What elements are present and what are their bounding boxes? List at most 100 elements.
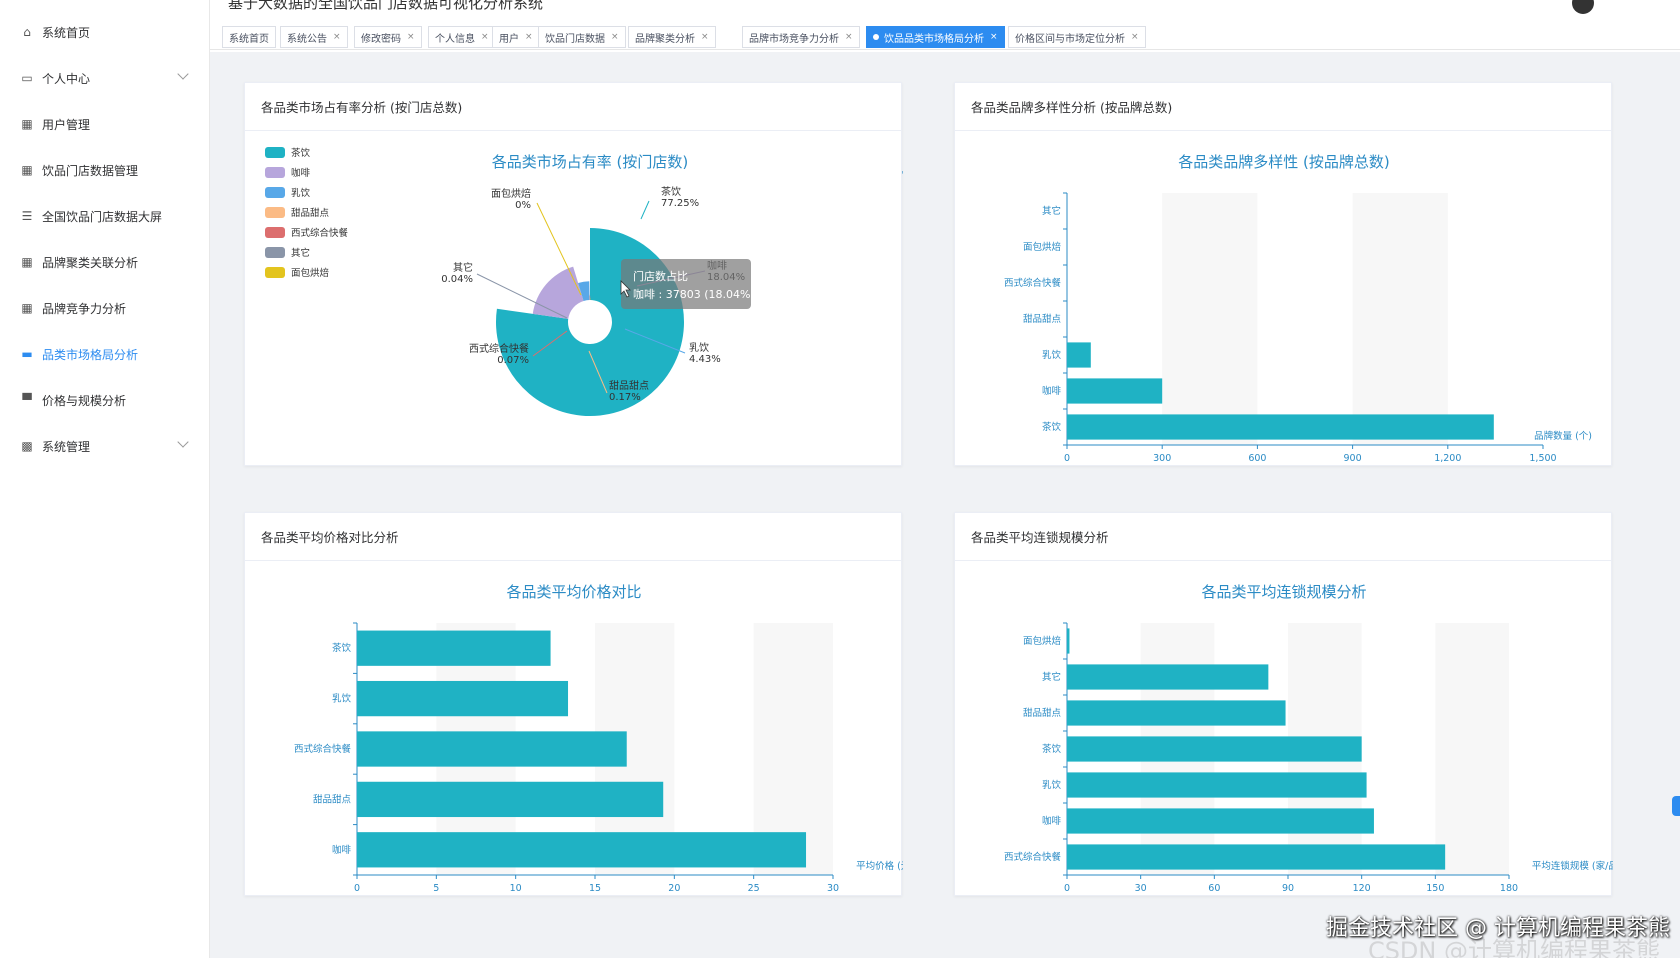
avg-price-chart: 各品类平均价格对比 0 5 10 15 20 25 30 平均价格 (元) 茶饮乳饮西式综合快餐甜… [294,583,903,894]
sidebar-item[interactable]: ▦ 品牌竞争力分析 [20,296,195,320]
sidebar-item[interactable]: ⌂ 系统首页 [20,20,195,44]
pie-label-line [532,330,568,357]
tab[interactable]: 价格区间与市场定位分析 × [1008,26,1146,48]
pie-label-line [476,273,568,319]
y-category-label: 甜品甜点 [1023,313,1062,325]
avatar[interactable] [1572,0,1594,14]
y-category-label: 乳饮 [332,693,352,705]
pie-label-name: 乳饮 [689,341,709,354]
close-icon[interactable]: × [407,32,415,42]
tab[interactable]: 系统公告 × [280,26,348,48]
card-brand-diversity: 各品类品牌多样性分析 (按品牌总数) 各品类品牌多样性 (按品牌总数) 0 300 6… [954,82,1612,466]
scroll-indicator[interactable] [1672,796,1680,816]
bar [1067,628,1070,654]
sidebar-item-label: 价格与规模分析 [42,393,127,408]
close-icon[interactable]: × [481,32,489,42]
tab[interactable]: 品牌聚类分析 × [628,26,716,48]
chart-title: 各品类平均价格对比 [506,583,641,601]
tab-label: 个人信息 [435,33,475,45]
y-category-label: 西式综合快餐 [294,743,352,755]
tab-label: 饮品门店数据 [545,33,605,45]
close-icon[interactable]: × [1131,32,1139,42]
bar [1067,772,1367,798]
bar [1067,844,1446,870]
x-tick-label: 0 [354,883,360,894]
sidebar-item[interactable]: ▩ 系统管理 [20,434,195,458]
pie-label-value: 0% [515,200,531,211]
grid-icon: ▦ [21,117,33,131]
split-area [1162,193,1258,445]
sidebar-item-label: 品牌聚类关联分析 [42,255,139,270]
tab-label: 修改密码 [361,33,401,45]
y-category-label: 咖啡 [1042,815,1062,827]
legend-label: 西式综合快餐 [291,227,349,239]
sidebar-item-label: 全国饮品门店数据大屏 [42,209,163,224]
tooltip-box [621,259,751,309]
sidebar-item-label: 系统首页 [42,25,91,40]
pie-label-name: 其它 [453,261,473,274]
sidebar-item-label: 品牌竞争力分析 [42,301,127,316]
tab[interactable]: 修改密码 × [354,26,422,48]
tab-label: 用户 [499,33,519,45]
pie-label-name: 茶饮 [661,185,681,198]
pie-label-value: 0.17% [609,392,641,403]
sidebar-item[interactable]: ▬ 品类市场格局分析 [20,342,195,366]
tab[interactable]: 系统首页 [222,26,276,48]
sidebar-item[interactable]: ▦ 品牌聚类关联分析 [20,250,195,274]
tab[interactable]: 用户 × [492,26,540,48]
sidebar-item[interactable]: ▭ 个人中心 [20,66,195,90]
close-icon[interactable]: × [525,32,533,42]
x-tick-label: 60 [1208,883,1220,894]
sidebar-item[interactable]: ▦ 饮品门店数据管理 [20,158,195,182]
tab[interactable]: 饮品门店数据 × [538,26,626,48]
close-icon[interactable]: × [990,32,998,42]
brand-diversity-chart: 各品类品牌多样性 (按品牌总数) 0 300 600 900 1,200 1,500 品牌数量… [1004,153,1592,464]
close-icon[interactable]: × [333,32,341,42]
pie-label-line [588,350,608,394]
mouse-cursor-icon [620,280,631,298]
bar [357,832,807,868]
y-category-label: 咖啡 [332,844,352,856]
close-icon[interactable]: × [845,32,853,42]
y-category-label: 面包烘焙 [1023,635,1062,647]
pie-label-line [640,200,650,220]
close-icon[interactable]: × [611,32,619,42]
sidebar-item-label: 品类市场格局分析 [42,347,139,362]
sidebar: ⌂ 系统首页 ▭ 个人中心 ▦ 用户管理 ▦ 饮品门店数据管理 ☰ 全国饮品门店数据大屏 ▦ 品牌聚类… [0,0,210,958]
close-icon[interactable]: × [701,32,709,42]
x-tick-label: 15 [589,883,601,894]
legend-swatch [265,167,285,178]
x-tick-label: 25 [748,883,760,894]
home-icon: ⌂ [23,25,31,39]
y-category-label: 茶饮 [1042,421,1062,433]
tab[interactable]: 个人信息 × [428,26,496,48]
card-header: 各品类平均价格对比分析 [245,513,901,561]
tab[interactable]: 饮品品类市场格局分析 × [866,26,1005,48]
y-category-label: 其它 [1042,671,1061,683]
sidebar-item[interactable]: ▦ 用户管理 [20,112,195,136]
bar [357,680,569,717]
list-icon: ☰ [21,209,33,223]
sidebar-item[interactable]: ▀ 价格与规模分析 [20,388,195,412]
x-tick-label: 10 [510,883,522,894]
grid-icon: ▦ [21,301,33,315]
bar [1067,700,1286,726]
sidebar-item-label: 用户管理 [42,117,91,132]
monitor-icon: ▀ [22,393,32,407]
bar [357,630,551,666]
pie-label-value: 0.07% [497,355,529,366]
sidebar-item-label: 系统管理 [42,439,91,454]
split-area [1352,193,1448,445]
sidebar-item[interactable]: ☰ 全国饮品门店数据大屏 [20,204,195,228]
bar [1067,664,1269,690]
pie-label-name: 面包烘焙 [491,187,531,200]
chart-title: 各品类市场占有率 (按门店数) [492,153,688,171]
x-tick-label: 120 [1353,883,1371,894]
tab[interactable]: 品牌市场竞争力分析 × [742,26,860,48]
pie-label-name: 甜品甜点 [609,379,649,392]
system-title: 基于大数据的全国饮品门店数据可视化分析系统 [228,0,544,12]
y-category-label: 茶饮 [332,642,352,654]
tab-bar: 系统首页 系统公告 × 修改密码 × 个人信息 × 用户 × 饮品门店数据 × 品牌聚类分析 × 品牌市场… [210,24,1680,50]
ticket-icon: ▩ [21,439,33,453]
